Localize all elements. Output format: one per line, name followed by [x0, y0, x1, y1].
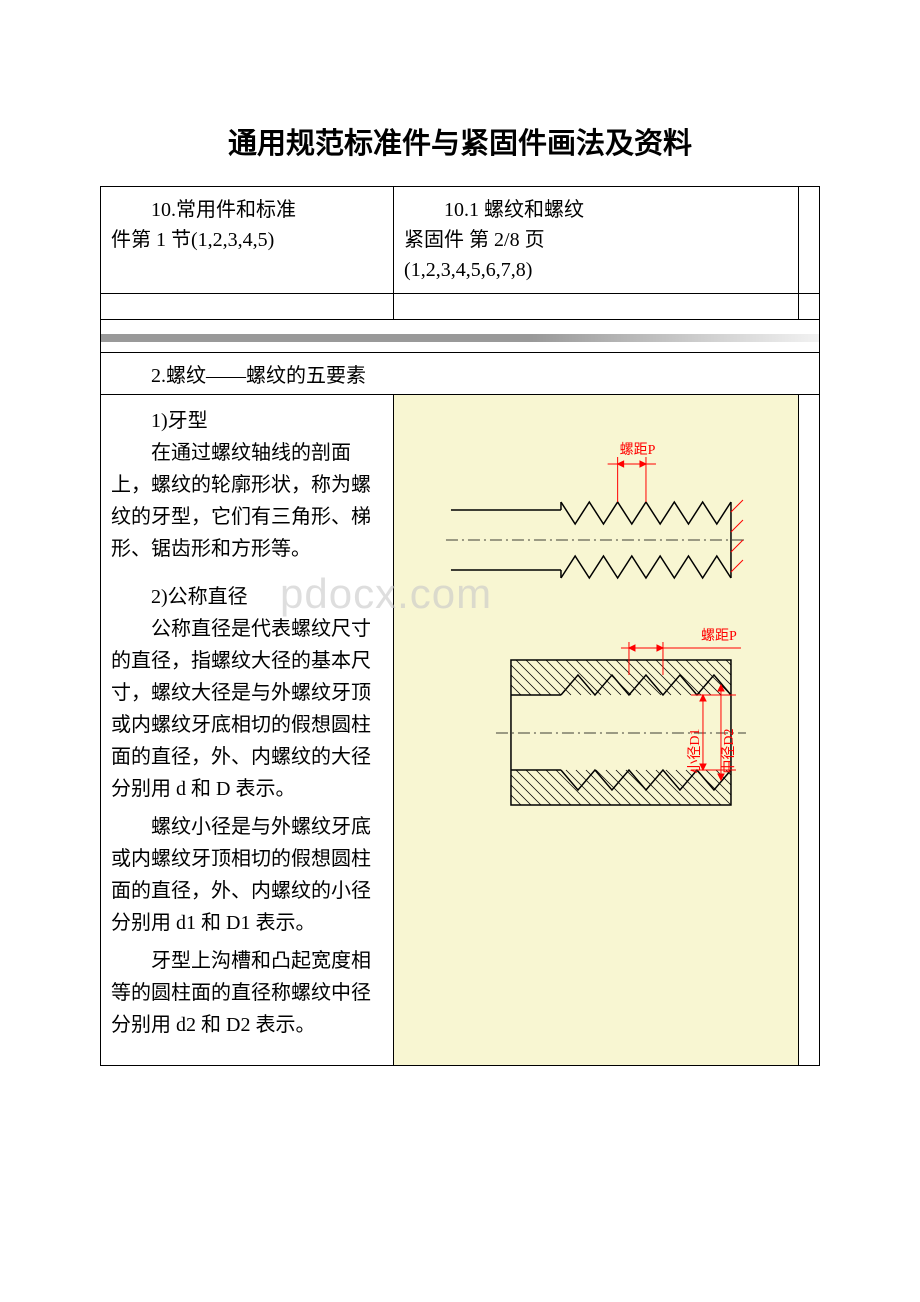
paragraph-4: 牙型上沟槽和凸起宽度相等的圆柱面的直径称螺纹中径分别用 d2 和 D2 表示。	[111, 945, 383, 1041]
heading-1: 1)牙型	[111, 405, 383, 437]
header-left-line2: 件第 1 节(1,2,3,4,5)	[111, 225, 383, 255]
header-left-line1: 10.常用件和标准	[111, 195, 383, 225]
header-mid-cell: 10.1 螺纹和螺纹 紧固件 第 2/8 页 (1,2,3,4,5,6,7,8)	[394, 187, 799, 294]
paragraph-2: 公称直径是代表螺纹尺寸的直径，指螺纹大径的基本尺寸，螺纹大径是与外螺纹牙顶或内螺…	[111, 613, 383, 805]
svg-text:螺距P: 螺距P	[620, 442, 656, 458]
content-row: 1)牙型 在通过螺纹轴线的剖面上，螺纹的轮廓形状，称为螺纹的牙型，它们有三角形、…	[101, 395, 820, 1066]
gradient-bar	[101, 334, 819, 342]
svg-text:螺距P: 螺距P	[701, 628, 737, 644]
section-header-row: 2.螺纹——螺纹的五要素	[101, 353, 820, 395]
section-header-cell: 2.螺纹——螺纹的五要素	[101, 353, 820, 395]
heading-2: 2)公称直径	[111, 581, 383, 613]
header-mid-line1: 10.1 螺纹和螺纹	[404, 195, 788, 225]
diagram-cell: 螺距P 螺距P 小径D1 中径D2	[394, 395, 799, 1066]
gap	[111, 571, 383, 581]
header-right-cell	[798, 187, 819, 294]
svg-text:中径D2: 中径D2	[721, 728, 737, 773]
paragraph-1: 在通过螺纹轴线的剖面上，螺纹的轮廓形状，称为螺纹的牙型，它们有三角形、梯形、锯齿…	[111, 437, 383, 565]
svg-text:小径D1: 小径D1	[687, 728, 703, 773]
paragraph-3: 螺纹小径是与外螺纹牙底或内螺纹牙顶相切的假想圆柱面的直径，外、内螺纹的小径分别用…	[111, 811, 383, 939]
header-mid-line3: (1,2,3,4,5,6,7,8)	[404, 255, 788, 285]
header-row: 10.常用件和标准 件第 1 节(1,2,3,4,5) 10.1 螺纹和螺纹 紧…	[101, 187, 820, 294]
header-left-cell: 10.常用件和标准 件第 1 节(1,2,3,4,5)	[101, 187, 394, 294]
header-mid-line2: 紧固件 第 2/8 页	[404, 225, 788, 255]
gradient-row	[101, 320, 820, 353]
text-cell: 1)牙型 在通过螺纹轴线的剖面上，螺纹的轮廓形状，称为螺纹的牙型，它们有三角形、…	[101, 395, 394, 1066]
page-title: 通用规范标准件与紧固件画法及资料	[100, 120, 820, 162]
spacer-row	[101, 294, 820, 320]
main-table: 10.常用件和标准 件第 1 节(1,2,3,4,5) 10.1 螺纹和螺纹 紧…	[100, 186, 820, 1066]
thread-diagram: 螺距P 螺距P 小径D1 中径D2	[394, 395, 798, 875]
